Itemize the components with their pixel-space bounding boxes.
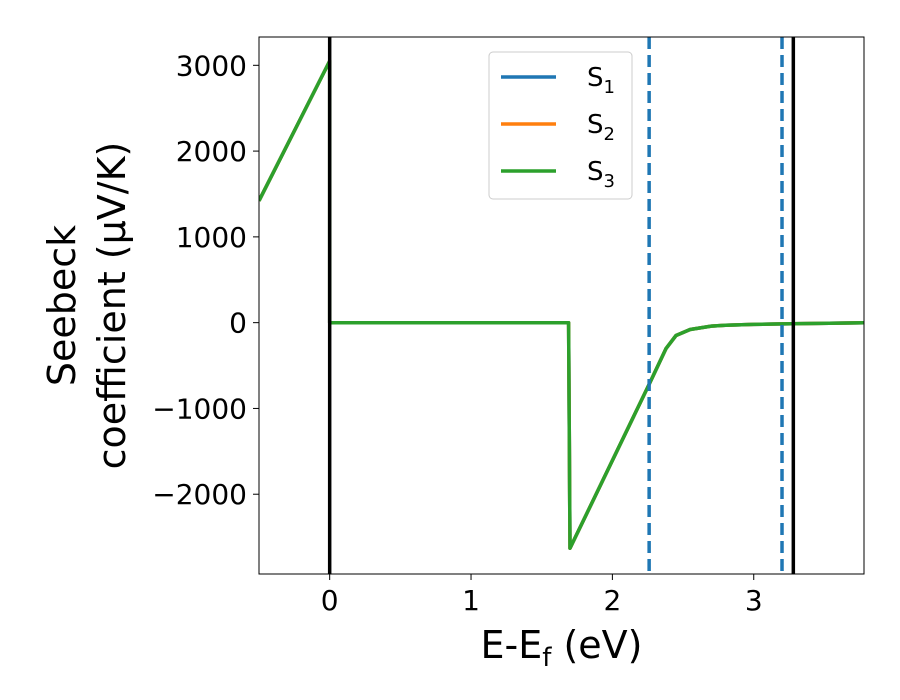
x-tick-label: 0 (321, 584, 339, 617)
x-tick-label: 2 (603, 584, 621, 617)
x-tick-label: 1 (462, 584, 480, 617)
y-tick-label: −2000 (152, 478, 247, 511)
legend: S1 S2 S3 (488, 51, 633, 200)
y-tick-label: 1000 (176, 221, 247, 254)
y-tick-label: 2000 (176, 135, 247, 168)
axes-frame (258, 36, 865, 575)
series-line-s3 (259, 59, 864, 551)
y-tick-label: 3000 (176, 49, 247, 82)
legend-label: S3 (587, 157, 615, 192)
y-tick-label: 0 (229, 307, 247, 340)
vertical-lines (327, 37, 796, 574)
legend-label: S1 (587, 63, 615, 98)
y-axis-label-line2: coefficient (μV/K) (90, 142, 134, 470)
y-ticks: −2000 −1000 0 1000 2000 3000 (152, 49, 259, 511)
x-ticks: 0 1 2 3 (321, 574, 763, 617)
series-layer (259, 59, 864, 551)
legend-label: S2 (587, 110, 615, 145)
y-tick-label: −1000 (152, 392, 247, 425)
legend-box (488, 51, 633, 200)
x-tick-label: 3 (745, 584, 763, 617)
y-axis-label-line1: Seebeck (40, 225, 84, 386)
x-axis-label: E-Ef (eV) (481, 623, 643, 673)
